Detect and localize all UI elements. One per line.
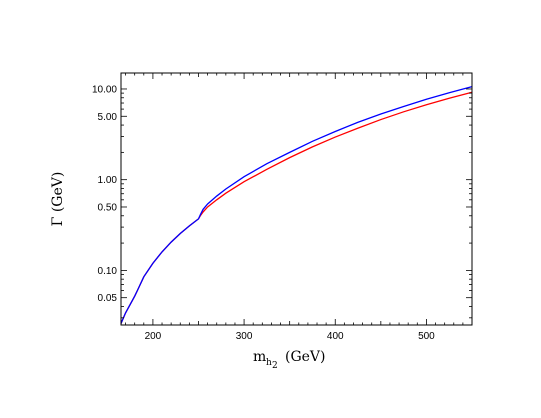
y-tick-label: 0.10 (98, 266, 118, 277)
tick-labels: 200 300 400 500 0.05 0.10 0.50 1.00 5.00 10.00 (92, 84, 435, 342)
x-axis-title-unit: (GeV) (285, 349, 326, 365)
y-tick-label: 0.50 (98, 202, 118, 213)
plot-frame (120, 72, 473, 326)
plot-lines (120, 86, 473, 324)
x-axis-title-subsub: 2 (272, 361, 278, 371)
x-tick-label: 400 (327, 331, 344, 342)
series-line-1 (120, 86, 473, 324)
x-axis-title: m h 2 (GeV) (253, 349, 326, 371)
y-axis-title: Γ (GeV) (50, 172, 66, 227)
x-axis-title-sub: h (266, 358, 272, 368)
x-tick-label: 500 (418, 331, 435, 342)
y-tick-label: 0.05 (98, 293, 118, 304)
x-tick-label: 300 (236, 331, 253, 342)
x-axis-title-main: m (253, 349, 266, 365)
y-tick-label: 10.00 (92, 84, 117, 95)
y-tick-label: 5.00 (98, 112, 118, 123)
series-line-0 (120, 91, 473, 324)
y-tick-label: 1.00 (98, 175, 118, 186)
x-tick-label: 200 (145, 331, 162, 342)
axis-ticks (121, 73, 473, 325)
